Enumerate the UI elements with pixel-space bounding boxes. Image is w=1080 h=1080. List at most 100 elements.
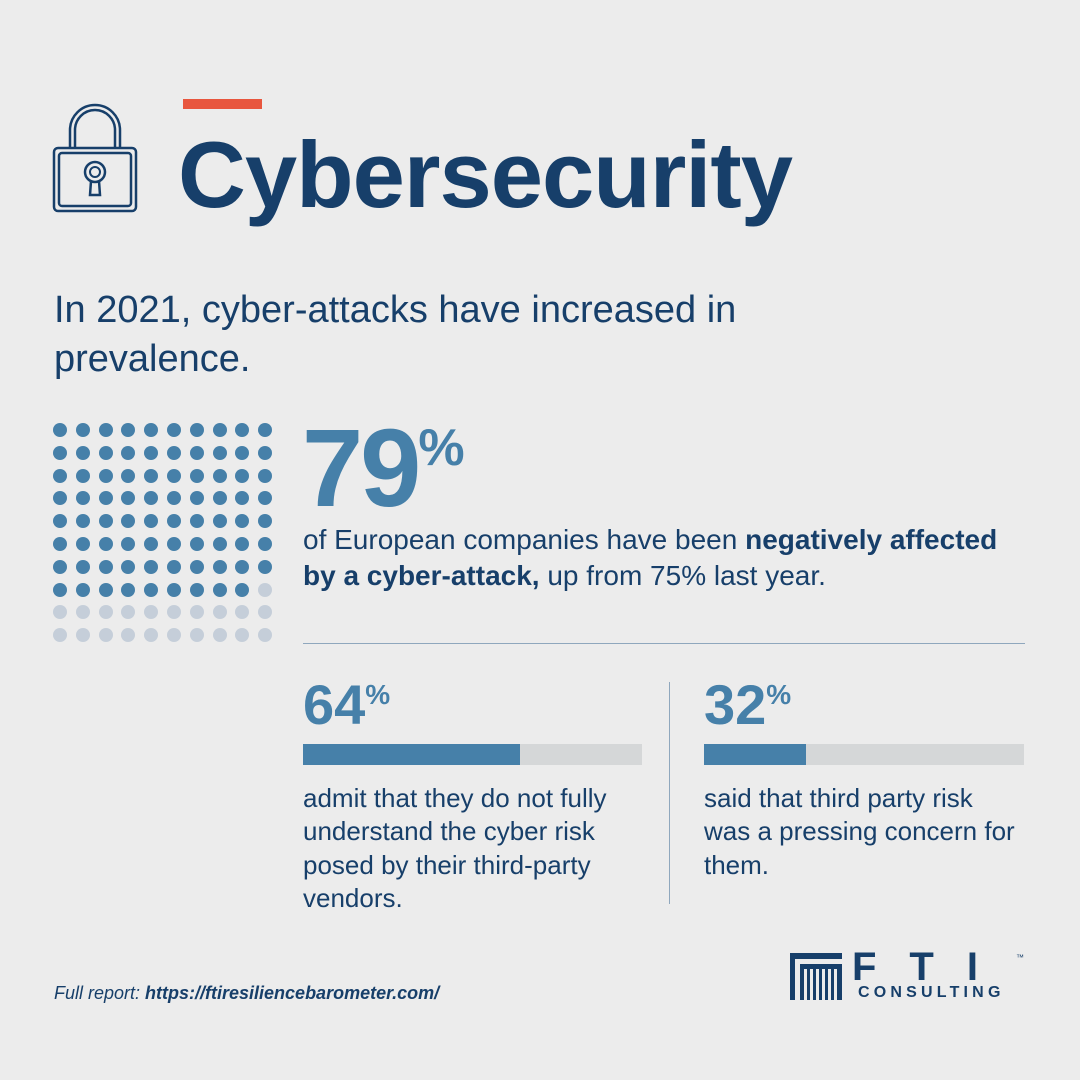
dot-empty — [53, 605, 67, 620]
dot-filled — [75, 514, 90, 529]
dot-filled — [212, 445, 227, 460]
dot-filled — [144, 423, 159, 437]
dot-filled — [75, 423, 90, 437]
dot-filled — [258, 491, 273, 506]
stat-number: 64 — [303, 673, 366, 736]
logo-subtitle: CONSULTING — [858, 984, 1005, 1001]
dot-empty — [121, 628, 136, 643]
dot-filled — [98, 536, 113, 551]
stat-value: 64% — [303, 677, 642, 733]
dot-filled — [144, 491, 159, 506]
dot-filled — [212, 514, 227, 529]
dot-filled — [189, 445, 204, 460]
dot-empty — [189, 628, 204, 643]
vertical-divider — [669, 682, 670, 904]
dot-filled — [189, 468, 204, 483]
dot-filled — [144, 536, 159, 551]
dot-filled — [189, 423, 204, 437]
stat-description: admit that they do not fully understand … — [303, 783, 607, 913]
dot-filled — [235, 536, 250, 551]
progress-bar — [303, 744, 642, 765]
dot-filled — [98, 491, 113, 506]
stat-number: 32 — [704, 673, 767, 736]
dot-filled — [166, 423, 181, 437]
dot-filled — [121, 468, 136, 483]
dot-filled — [98, 423, 113, 437]
dot-filled — [121, 582, 136, 597]
dot-filled — [189, 491, 204, 506]
dot-filled — [235, 582, 250, 597]
dot-filled — [53, 582, 67, 597]
dot-filled — [189, 559, 204, 574]
dot-filled — [212, 423, 227, 437]
title-accent-bar — [183, 99, 262, 109]
dot-empty — [166, 628, 181, 643]
lock-icon — [52, 103, 138, 213]
dot-empty — [75, 605, 90, 620]
dot-filled — [144, 468, 159, 483]
dot-empty — [144, 605, 159, 620]
horizontal-divider — [303, 643, 1025, 644]
dot-empty — [166, 605, 181, 620]
dot-empty — [258, 582, 273, 597]
main-stat-text-after: up from 75% last year. — [539, 560, 826, 592]
stat-value: 32% — [704, 677, 1024, 733]
main-stat-description: of European companies have been negative… — [303, 522, 1023, 595]
dot-filled — [258, 423, 273, 437]
dot-filled — [121, 536, 136, 551]
report-link[interactable]: https://ftiresiliencebarometer.com/ — [145, 983, 440, 1003]
dot-filled — [75, 582, 90, 597]
dot-filled — [75, 468, 90, 483]
dot-filled — [212, 491, 227, 506]
stat-card: 32% said that third party risk was a pre… — [704, 677, 1024, 882]
dot-empty — [258, 628, 273, 643]
dot-filled — [166, 468, 181, 483]
dot-empty — [75, 628, 90, 643]
dot-filled — [75, 536, 90, 551]
dot-filled — [212, 468, 227, 483]
dot-filled — [258, 445, 273, 460]
dot-filled — [189, 536, 204, 551]
dot-filled — [75, 445, 90, 460]
dot-filled — [144, 514, 159, 529]
dot-filled — [121, 514, 136, 529]
subtitle: In 2021, cyber-attacks have increased in… — [54, 289, 737, 381]
stat-description: said that third party risk was a pressin… — [704, 783, 1015, 880]
dot-filled — [53, 514, 67, 529]
dot-empty — [235, 605, 250, 620]
dot-filled — [235, 423, 250, 437]
dot-filled — [189, 582, 204, 597]
dot-filled — [212, 536, 227, 551]
dot-filled — [98, 559, 113, 574]
dot-filled — [98, 582, 113, 597]
dot-filled — [144, 445, 159, 460]
page-title: Cybersecurity — [178, 122, 793, 227]
dot-filled — [75, 491, 90, 506]
dot-filled — [121, 423, 136, 437]
dot-empty — [144, 628, 159, 643]
dot-filled — [144, 559, 159, 574]
dot-filled — [212, 582, 227, 597]
dot-filled — [189, 514, 204, 529]
dot-filled — [235, 491, 250, 506]
dot-matrix-chart — [53, 423, 273, 643]
progress-bar — [704, 744, 1024, 765]
dot-empty — [258, 605, 273, 620]
main-stat-number: 79 — [302, 407, 421, 530]
dot-empty — [212, 605, 227, 620]
dot-filled — [53, 559, 67, 574]
dot-filled — [258, 536, 273, 551]
dot-empty — [98, 628, 113, 643]
dot-empty — [121, 605, 136, 620]
dot-filled — [212, 559, 227, 574]
logo-letters: FTI — [852, 945, 1011, 989]
logo-trademark: ™ — [1016, 953, 1024, 962]
dot-filled — [53, 491, 67, 506]
dot-filled — [98, 514, 113, 529]
dot-filled — [235, 468, 250, 483]
dot-filled — [166, 491, 181, 506]
stat-unit: % — [766, 679, 792, 710]
dot-filled — [53, 536, 67, 551]
dot-empty — [53, 628, 67, 643]
main-stat-text-before: of European companies have been — [303, 524, 746, 555]
